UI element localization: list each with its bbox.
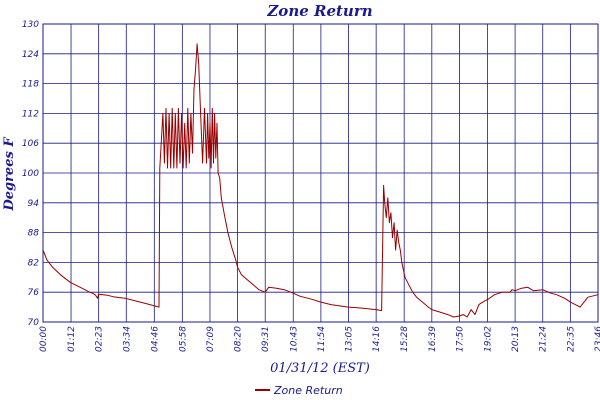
x-tick-label: 10:43 bbox=[289, 326, 299, 352]
x-tick-label: 00:00 bbox=[39, 326, 49, 352]
x-tick-label: 19:02 bbox=[483, 326, 493, 352]
x-tick-label: 07:09 bbox=[206, 326, 216, 352]
x-tick-label: 23:46 bbox=[594, 326, 600, 352]
y-tick-label: 124 bbox=[22, 50, 39, 60]
grid-lines bbox=[42, 23, 599, 323]
y-tick-label: 118 bbox=[22, 80, 39, 90]
x-tick-label: 09:31 bbox=[261, 326, 271, 352]
y-tick-label: 76 bbox=[28, 288, 40, 298]
x-tick-label: 11:54 bbox=[317, 326, 327, 352]
x-tick-label: 16:39 bbox=[428, 326, 438, 352]
x-tick-label: 20:13 bbox=[511, 326, 521, 352]
x-tick-label: 01:12 bbox=[67, 326, 77, 352]
y-tick-label: 100 bbox=[22, 169, 39, 179]
legend: Zone Return bbox=[255, 384, 343, 397]
legend-label: Zone Return bbox=[273, 384, 343, 397]
x-tick-label: 04:46 bbox=[150, 326, 160, 352]
x-tick-label: 02:23 bbox=[95, 326, 105, 352]
x-tick-label: 13:05 bbox=[345, 326, 355, 352]
x-tick-label: 08:20 bbox=[234, 326, 244, 352]
x-tick-label: 17:50 bbox=[455, 326, 465, 352]
y-axis-label: Degrees F bbox=[2, 137, 17, 212]
y-tick-label: 112 bbox=[22, 109, 39, 119]
x-tick-label: 21:24 bbox=[539, 326, 549, 352]
y-tick-label: 82 bbox=[28, 258, 40, 268]
x-tick-label: 03:34 bbox=[122, 326, 132, 352]
y-tick-label: 88 bbox=[28, 229, 40, 239]
series-line-zone-return bbox=[42, 43, 599, 318]
x-tick-label: 15:28 bbox=[400, 326, 410, 352]
chart-title: Zone Return bbox=[266, 2, 372, 20]
x-tick-label: 22:35 bbox=[566, 326, 576, 352]
series-layer bbox=[42, 43, 599, 318]
x-axis-ticks: 00:00 01:12 02:23 03:34 04:46 05:58 07:09 08:20… bbox=[39, 326, 600, 352]
x-tick-label: 14:16 bbox=[372, 326, 382, 352]
y-tick-label: 70 bbox=[28, 318, 40, 328]
y-axis-ticks: 70 76 82 88 94 100 106 112 118 124 130 bbox=[22, 20, 39, 328]
y-tick-label: 130 bbox=[22, 20, 39, 30]
x-axis-label: 01/31/12 (EST) bbox=[270, 361, 370, 376]
x-tick-label: 05:58 bbox=[178, 326, 188, 352]
y-tick-label: 106 bbox=[22, 139, 39, 149]
y-tick-label: 94 bbox=[28, 199, 40, 209]
